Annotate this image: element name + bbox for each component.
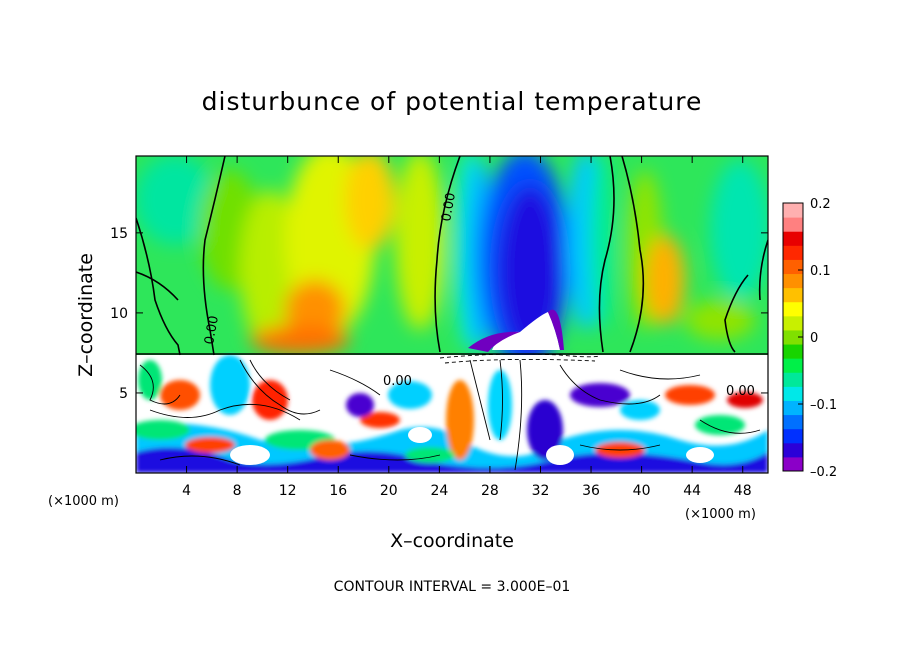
- x-unit-left: (×1000 m): [48, 494, 119, 509]
- x-tick-label: 24: [430, 483, 448, 499]
- x-tick-label: 16: [329, 483, 347, 499]
- colorbar-tick-label: 0.2: [810, 197, 831, 212]
- x-tick-label: 28: [481, 483, 499, 499]
- x-tick-label: 48: [734, 483, 752, 499]
- contour-label: 0.00: [202, 315, 222, 346]
- colorbar-swatch: [783, 442, 803, 458]
- colorbar-swatch: [783, 428, 803, 444]
- colorbar-swatch: [783, 259, 803, 275]
- colorbar-swatch: [783, 217, 803, 232]
- y-tick-label: 10: [110, 306, 128, 322]
- colorbar-swatch: [783, 329, 803, 345]
- colorbar-swatch: [783, 315, 803, 331]
- x-tick-label: 20: [380, 483, 398, 499]
- plot-frame: [135, 155, 769, 474]
- y-tick-label: 15: [110, 226, 128, 242]
- y-axis-label: Z–coordinate: [75, 253, 97, 377]
- colorbar-swatch: [783, 456, 803, 472]
- chart-title: disturbunce of potential temperature: [202, 87, 703, 116]
- y-tick-label: 5: [119, 386, 128, 402]
- colorbar-swatch: [783, 203, 803, 218]
- colorbar-tick-label: 0: [810, 331, 818, 346]
- x-tick-label: 12: [279, 483, 297, 499]
- colorbar-swatch: [783, 301, 803, 317]
- x-axis: 4 8 12 16 20 24 28 32 36 40 44 48: [182, 156, 752, 499]
- x-tick-label: 36: [582, 483, 600, 499]
- y-axis: 5 10 15: [110, 226, 768, 402]
- colorbar-tick-label: –0.2: [810, 465, 837, 480]
- x-tick-label: 44: [683, 483, 701, 499]
- colorbar-swatch: [783, 358, 803, 373]
- colorbar: 0.2 0.1 0 –0.1 –0.2: [782, 197, 837, 480]
- x-tick-label: 40: [633, 483, 651, 499]
- x-tick-label: 4: [182, 483, 191, 499]
- contour-label: 0.00: [439, 192, 459, 223]
- colorbar-tick-label: 0.1: [810, 264, 831, 279]
- colorbar-swatch: [783, 400, 803, 416]
- colorbar-swatch: [783, 344, 803, 359]
- colorbar-swatch: [783, 231, 803, 246]
- colorbar-swatch: [783, 386, 803, 401]
- colorbar-swatch: [783, 245, 803, 260]
- colorbar-tick-label: –0.1: [810, 398, 837, 413]
- heatmap-field: 0.00 0.00 0.00 0.00: [136, 156, 768, 473]
- contour-label: 0.00: [383, 374, 412, 389]
- colorbar-swatch: [783, 372, 803, 387]
- colorbar-swatch: [783, 414, 803, 430]
- x-tick-label: 8: [233, 483, 242, 499]
- colorbar-swatch: [783, 273, 803, 289]
- contour-label: 0.00: [726, 384, 755, 399]
- x-axis-label: X–coordinate: [390, 530, 514, 552]
- contour-interval-note: CONTOUR INTERVAL = 3.000E–01: [334, 579, 571, 595]
- x-unit-right: (×1000 m): [685, 507, 756, 522]
- x-tick-label: 32: [532, 483, 550, 499]
- colorbar-swatch: [783, 287, 803, 303]
